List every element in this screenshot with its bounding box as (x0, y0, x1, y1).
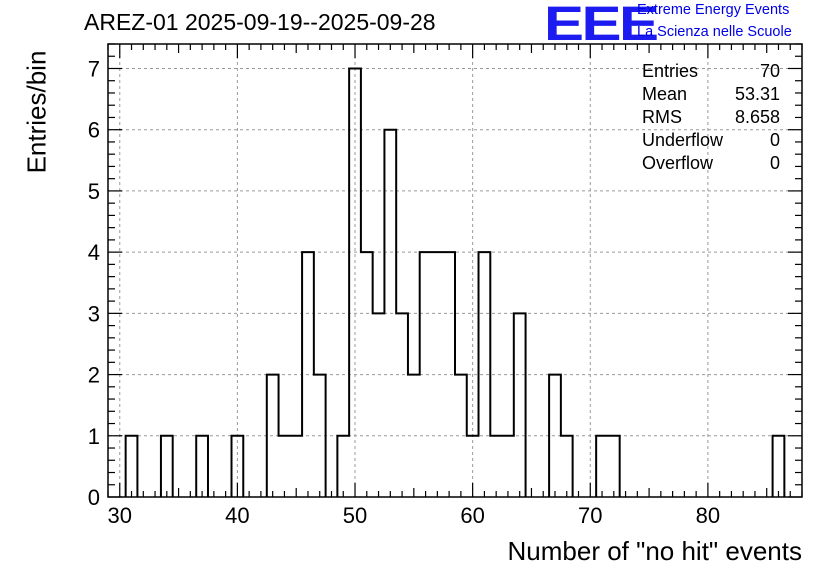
histogram-bin (314, 375, 326, 497)
stat-row-mean: Mean 53.31 (642, 83, 780, 106)
y-tick-label: 0 (88, 485, 100, 510)
x-tick-label: 70 (578, 503, 602, 528)
histogram-bin (302, 252, 314, 497)
histogram-bin (279, 436, 291, 497)
stat-label: Underflow (642, 130, 724, 150)
histogram-bin (502, 436, 514, 497)
histogram-bin (561, 436, 573, 497)
histogram-bin (443, 252, 455, 497)
x-tick-label: 30 (108, 503, 132, 528)
histogram-bin (549, 375, 561, 497)
histogram-bin (420, 252, 432, 497)
histogram-bin (490, 436, 502, 497)
histogram-bin (467, 436, 479, 497)
histogram-bin (161, 436, 173, 497)
histogram-bin (408, 375, 420, 497)
y-tick-label: 1 (88, 424, 100, 449)
stat-row-entries: Entries 70 (642, 60, 780, 83)
stats-box: Entries 70 Mean 53.31 RMS 8.658 Underflow 0 … (642, 60, 780, 175)
stat-label: RMS (642, 107, 682, 127)
eee-logo: EEE (544, 0, 659, 51)
logo-line-2: La Scienza nelle Scuole (637, 24, 792, 40)
stat-row-rms: RMS 8.658 (642, 106, 780, 129)
histogram-bin (431, 252, 443, 497)
stat-label: Overflow (642, 153, 714, 173)
histogram-bin (361, 252, 373, 497)
y-axis-label: Entries/bin (21, 50, 52, 174)
y-tick-label: 7 (88, 56, 100, 81)
stat-row-underflow: Underflow 0 (642, 129, 780, 152)
stat-value: 53.31 (734, 84, 780, 104)
logo-line-1: Extreme Energy Events (637, 2, 790, 18)
x-axis-label: Number of "no hit" events (507, 536, 803, 566)
histogram-bin (384, 130, 396, 497)
histogram-bin (126, 436, 138, 497)
x-tick-label: 60 (460, 503, 484, 528)
x-tick-label: 40 (225, 503, 249, 528)
stat-value: 70 (759, 61, 780, 81)
chart-title: AREZ-01 2025-09-19--2025-09-28 (84, 9, 436, 35)
histogram-bin (596, 436, 608, 497)
y-tick-label: 2 (88, 363, 100, 388)
stat-value: 0 (769, 130, 780, 150)
histogram-bin (349, 68, 361, 497)
y-tick-label: 5 (88, 179, 100, 204)
stat-label: Entries (642, 61, 699, 81)
histogram-bin (232, 436, 244, 497)
stat-value: 0 (769, 153, 780, 173)
histogram-bin (396, 313, 408, 497)
histogram-bin (337, 436, 349, 497)
histogram-bin (290, 436, 302, 497)
histogram-bin (373, 313, 385, 497)
stat-label: Mean (642, 84, 688, 104)
histogram-bin (608, 436, 620, 497)
histogram-bin (196, 436, 208, 497)
stat-value: 8.658 (734, 107, 780, 127)
x-tick-label: 50 (343, 503, 367, 528)
x-tick-label: 80 (696, 503, 720, 528)
histogram-bin (267, 375, 279, 497)
y-tick-label: 3 (88, 301, 100, 326)
histogram-bin (455, 375, 467, 497)
histogram-bin (773, 436, 785, 497)
stat-row-overflow: Overflow 0 (642, 152, 780, 175)
histogram-bin (514, 313, 526, 497)
y-tick-label: 6 (88, 118, 100, 143)
histogram-bin (479, 252, 491, 497)
y-tick-label: 4 (88, 240, 100, 265)
